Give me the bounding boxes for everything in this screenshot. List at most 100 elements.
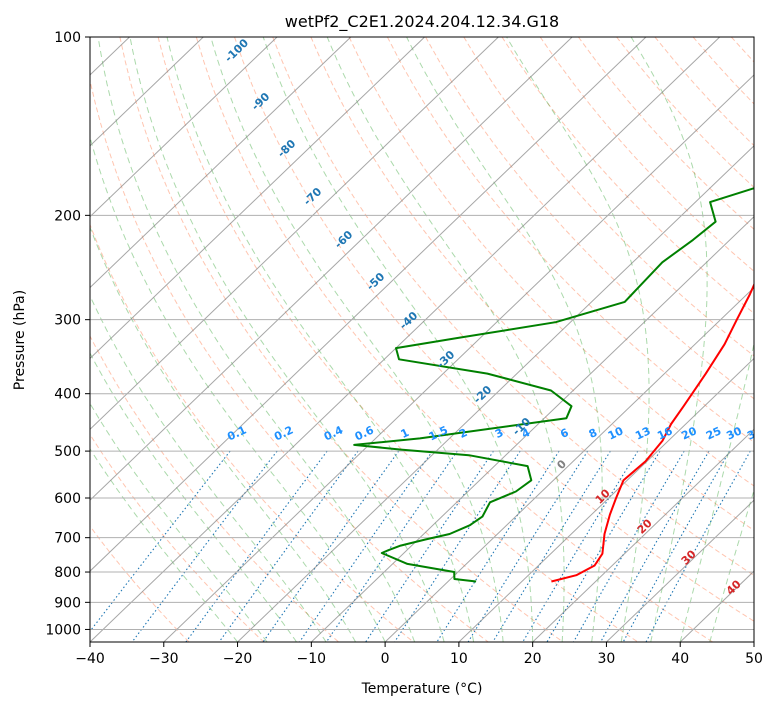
y-tick-label: 700 <box>54 531 81 547</box>
mixing-ratio-line <box>436 450 560 642</box>
dry-adiabat <box>90 433 265 642</box>
mixing-ratio-line <box>492 450 611 642</box>
isotherm-line <box>90 37 278 218</box>
x-tick-label: 30 <box>598 651 616 667</box>
moist-adiabat <box>90 135 386 642</box>
isotherm-line <box>90 37 499 431</box>
moist-adiabat <box>630 37 708 642</box>
moist-adiabat <box>129 37 445 642</box>
dry-adiabat <box>770 37 775 642</box>
isotherm-label: 30 <box>679 547 699 567</box>
dry-adiabat <box>539 37 754 272</box>
isotherm-line <box>458 357 754 642</box>
isotherm-label: -80 <box>275 137 299 160</box>
y-tick-label: 500 <box>54 444 81 460</box>
x-tick-label: 0 <box>381 651 390 667</box>
mixing-ratio-label: 4 <box>520 426 533 441</box>
moist-adiabat <box>262 37 534 642</box>
mixing-ratio-label: 13 <box>633 424 652 442</box>
x-tick-label: −10 <box>297 651 327 667</box>
isotherm-label: 10 <box>593 486 613 506</box>
x-tick-label: 20 <box>524 651 542 667</box>
mixing-ratio-label: 25 <box>704 424 723 442</box>
mixing-ratio-label: 0.4 <box>322 423 345 443</box>
moist-adiabat <box>90 402 268 642</box>
x-tick-label: 10 <box>450 651 468 667</box>
mixing-ratio-label: 6 <box>558 426 571 441</box>
dry-adiabat <box>692 37 754 105</box>
mixing-ratio-label: 0.1 <box>225 423 248 443</box>
isotherm-line <box>532 428 754 642</box>
mixing-ratio-label: 0.2 <box>272 423 295 443</box>
moist-adiabat <box>506 37 650 642</box>
dry-adiabat <box>90 78 489 642</box>
moist-adiabat <box>406 37 603 642</box>
mixing-ratio-line <box>185 450 328 642</box>
y-tick-label: 200 <box>54 208 81 224</box>
mixing-ratio-line <box>645 450 751 642</box>
isotherm-line <box>90 37 721 642</box>
mixing-ratio-label: 30 <box>724 424 744 442</box>
y-tick-label: 600 <box>54 491 81 507</box>
dry-adiabat <box>310 37 754 531</box>
moist-adiabat <box>166 37 475 642</box>
dry-adiabat <box>90 525 190 642</box>
moist-adiabat <box>326 37 565 642</box>
dry-adiabat <box>616 37 754 189</box>
isotherm-label: 20 <box>635 516 655 536</box>
dry-adiabat <box>577 37 754 230</box>
isotherm-label: -50 <box>364 270 388 293</box>
mixing-ratio-label: 36 <box>745 424 765 442</box>
y-tick-label: 800 <box>54 565 81 581</box>
dry-adiabat <box>119 37 564 642</box>
isotherm-line <box>384 286 754 642</box>
moist-adiabat <box>709 488 754 642</box>
y-tick-label: 400 <box>54 387 81 403</box>
isotherm-label: 40 <box>724 577 744 597</box>
mixing-ratio-label: 0.6 <box>353 423 376 443</box>
mixing-ratio-line <box>131 450 278 642</box>
mixing-ratio-label: 2 <box>457 426 469 441</box>
isotherm-line <box>753 641 754 642</box>
y-tick-label: 1000 <box>45 622 81 638</box>
isotherm-line <box>90 37 204 147</box>
plot-frame <box>89 36 755 643</box>
isotherm-label: -20 <box>471 383 495 406</box>
dry-adiabat <box>272 37 754 577</box>
isotherm-line <box>237 145 754 642</box>
dry-adiabat <box>730 37 754 63</box>
isotherm-line <box>163 74 754 642</box>
dry-adiabat <box>654 37 754 147</box>
x-tick-label: −20 <box>223 651 253 667</box>
isotherm-line <box>90 37 647 572</box>
mixing-ratio-line <box>522 450 639 642</box>
moist-adiabat <box>90 294 327 642</box>
dry-adiabat <box>463 37 754 357</box>
y-axis-label: Pressure (hPa) <box>12 290 28 390</box>
dewpoint-profile-line <box>353 187 754 583</box>
mixing-ratio-line <box>573 450 685 642</box>
mixing-ratio-line <box>262 450 400 642</box>
temperature-profile-line <box>551 282 754 583</box>
mixing-ratio-label: 20 <box>679 424 699 442</box>
isotherm-line <box>90 37 352 289</box>
x-tick-label: −40 <box>75 651 105 667</box>
mixing-ratio-line <box>394 450 521 642</box>
y-tick-label: 300 <box>54 313 81 329</box>
moist-adiabat <box>90 225 357 642</box>
isotherm-label: -60 <box>332 228 356 251</box>
isotherm-line <box>90 37 425 360</box>
mixing-ratio-line <box>325 450 458 642</box>
mixing-ratio-line <box>299 450 433 642</box>
x-axis-label: Temperature (°C) <box>361 681 483 697</box>
isotherm-label: -40 <box>397 309 421 332</box>
moist-adiabat <box>210 37 504 642</box>
x-tick-label: 40 <box>671 651 689 667</box>
moist-adiabat <box>90 352 297 642</box>
y-tick-label: 900 <box>54 595 81 611</box>
y-tick-label: 100 <box>54 30 81 46</box>
isotherm-line <box>606 499 754 642</box>
mixing-ratio-label: 10 <box>606 424 626 442</box>
mixing-ratio-line <box>622 450 730 642</box>
